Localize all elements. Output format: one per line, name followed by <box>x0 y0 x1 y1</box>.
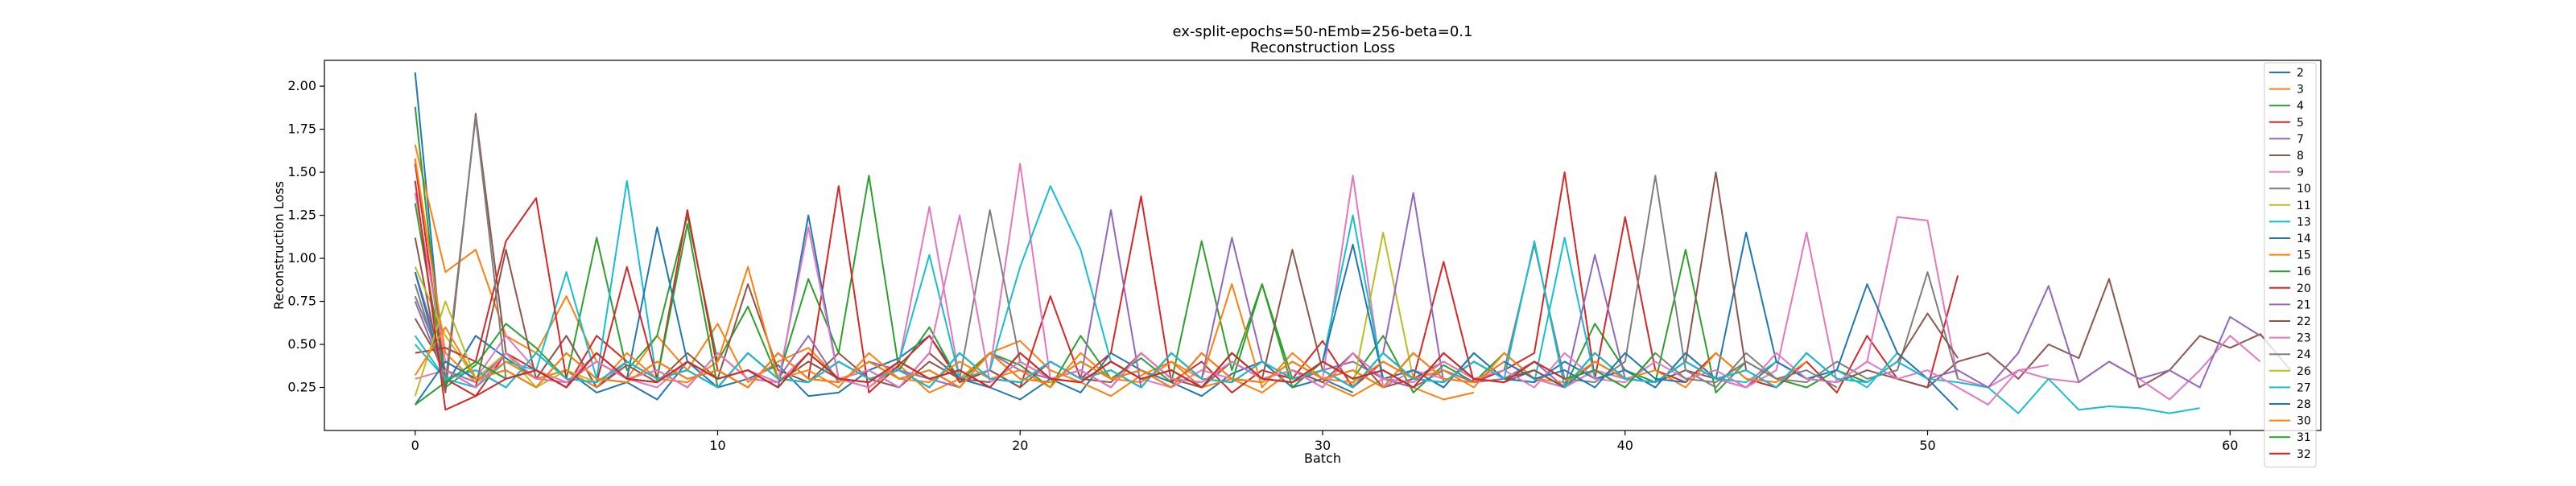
legend-label-23: 23 <box>2297 332 2311 345</box>
legend-label-4: 4 <box>2297 100 2304 113</box>
legend-label-16: 16 <box>2297 266 2311 278</box>
legend-label-8: 8 <box>2297 150 2304 163</box>
x-tick-label: 0 <box>411 438 419 453</box>
chart-title: ex-split-epochs=50-nEmb=256-beta=0.1 <box>1173 23 1473 40</box>
legend-label-10: 10 <box>2297 183 2311 196</box>
y-tick-label: 0.50 <box>287 336 316 352</box>
legend-label-21: 21 <box>2297 299 2311 311</box>
plot-area-frame <box>324 60 2322 431</box>
y-tick-label: 2.00 <box>287 78 316 93</box>
series-line-30 <box>414 326 1505 389</box>
legend-label-28: 28 <box>2297 398 2311 411</box>
legend-label-20: 20 <box>2297 282 2311 295</box>
legend-label-32: 32 <box>2297 448 2311 461</box>
series-line-24 <box>414 116 1838 389</box>
legend-label-2: 2 <box>2297 67 2304 80</box>
y-tick-label: 1.25 <box>287 208 316 223</box>
x-tick-label: 50 <box>1919 438 1935 453</box>
y-axis-label: Reconstruction Loss <box>271 181 287 310</box>
legend-label-13: 13 <box>2297 216 2311 229</box>
legend-label-30: 30 <box>2297 415 2311 428</box>
series-line-8 <box>414 113 2292 393</box>
legend-label-26: 26 <box>2297 365 2311 378</box>
y-tick-label: 1.75 <box>287 122 316 137</box>
legend-label-7: 7 <box>2297 133 2304 146</box>
chart-subtitle: Reconstruction Loss <box>1250 39 1395 56</box>
legend-label-11: 11 <box>2297 200 2311 212</box>
y-tick-label: 0.75 <box>287 294 316 309</box>
legend-label-9: 9 <box>2297 167 2304 179</box>
x-tick-label: 30 <box>1315 438 1331 453</box>
x-tick-label: 20 <box>1012 438 1028 453</box>
series-line-23 <box>415 214 2049 406</box>
axis-ticks: 0 10 20 30 40 50 60 0.25 0.50 0.75 1.00 1.25 1.50 1.7… <box>287 78 2238 453</box>
series-line-32 <box>414 180 1566 411</box>
series-line-3 <box>414 144 1475 401</box>
legend-label-15: 15 <box>2297 249 2311 262</box>
x-axis-label: Batch <box>1304 451 1341 466</box>
x-tick-label: 10 <box>709 438 725 453</box>
y-tick-label: 0.25 <box>287 380 316 395</box>
legend-label-14: 14 <box>2297 233 2311 245</box>
legend-label-27: 27 <box>2297 381 2311 394</box>
legend-box <box>2264 62 2317 467</box>
x-tick-label: 40 <box>1617 438 1633 453</box>
legend-label-22: 22 <box>2297 315 2311 328</box>
y-tick-label: 1.50 <box>287 164 316 179</box>
x-tick-label: 60 <box>2222 438 2238 453</box>
series-lines <box>414 72 2292 414</box>
y-tick-label: 1.00 <box>287 250 316 266</box>
legend-label-5: 5 <box>2297 117 2304 130</box>
legend-label-31: 31 <box>2297 431 2311 444</box>
series-line-20 <box>415 197 1747 389</box>
legend: 2345789101113141516202122232426272830313… <box>2264 62 2317 467</box>
legend-label-24: 24 <box>2297 348 2311 361</box>
legend-label-3: 3 <box>2297 84 2304 97</box>
